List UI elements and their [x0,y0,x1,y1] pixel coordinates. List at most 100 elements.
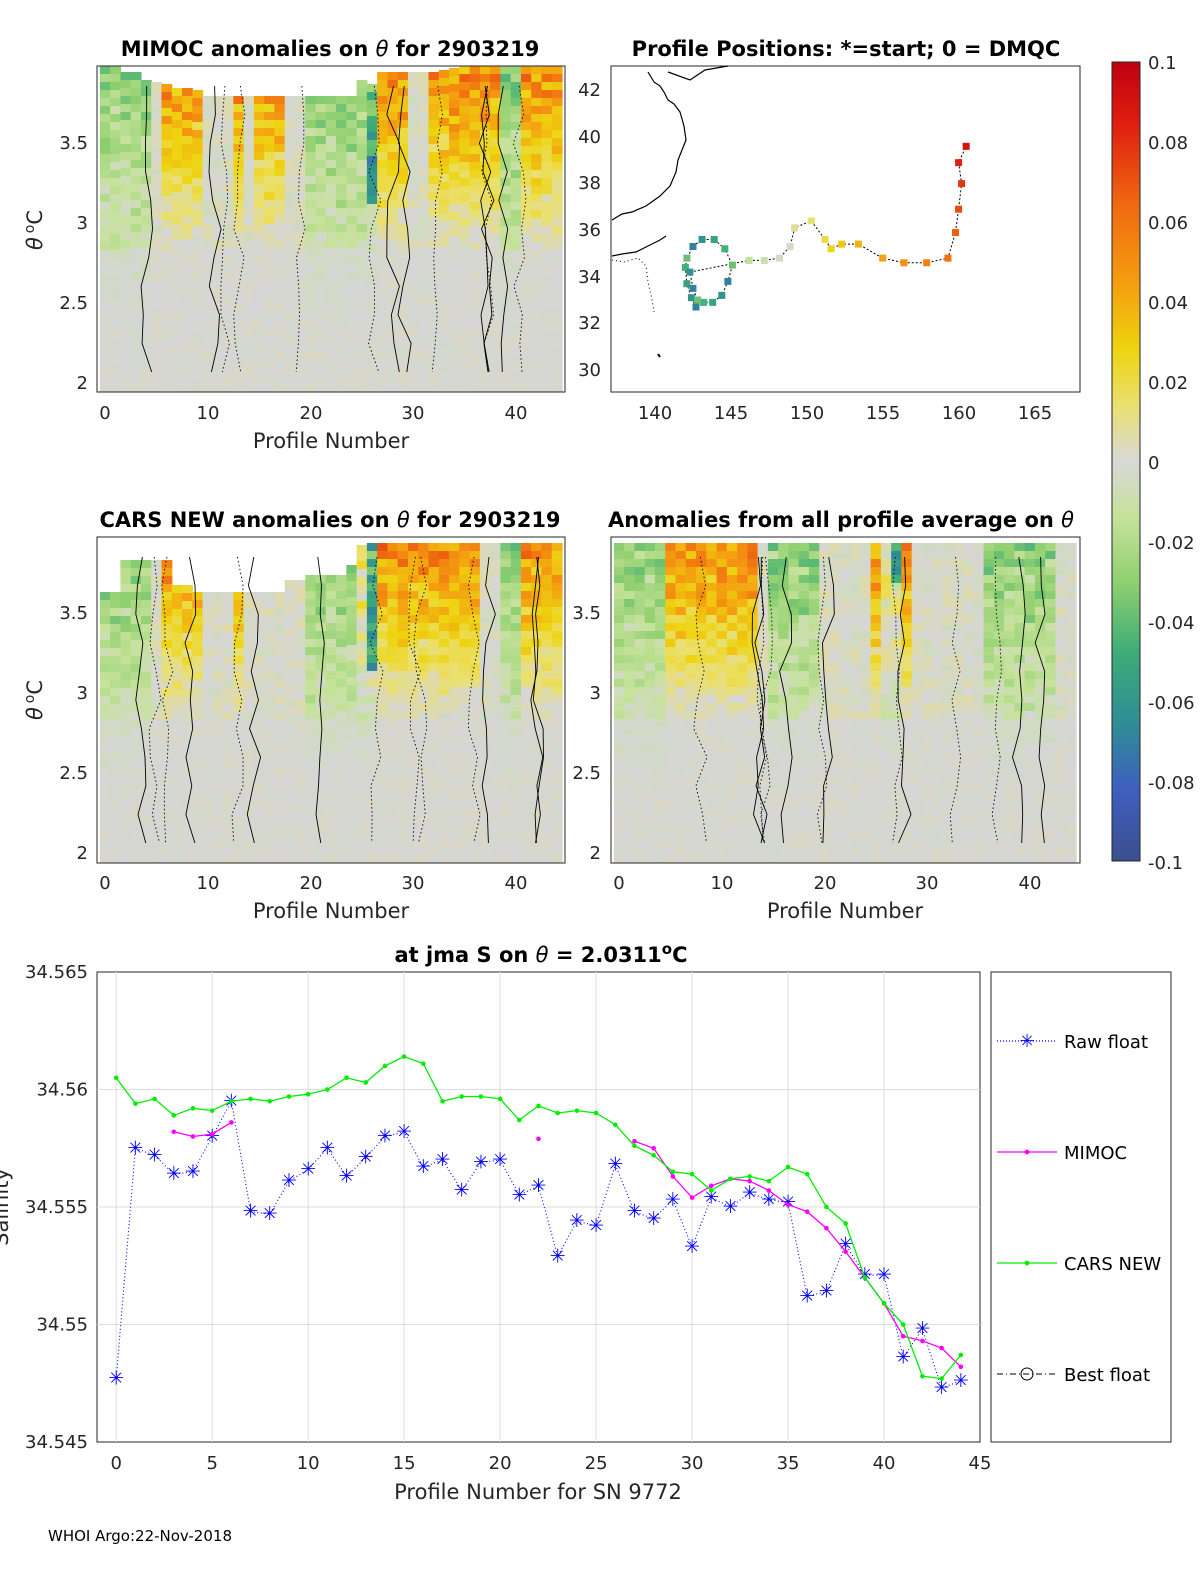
anomaly-cell [233,320,245,329]
anomaly-cell [479,186,491,195]
anomaly-cell [366,559,378,568]
anomaly-cell [346,645,358,654]
anomaly-cell [182,224,193,233]
anomaly-cell [274,216,286,225]
anomaly-cell [346,693,358,702]
anomaly-cell [182,721,193,730]
anomaly-cell [438,831,450,840]
anomaly-cell [665,559,677,568]
anomaly-cell [377,144,389,153]
anomaly-cell [469,799,481,808]
anomaly-cell [161,840,173,849]
anomaly-cell [479,106,491,115]
anomaly-cell [613,735,625,744]
anomaly-cell [880,719,892,728]
mimoc-xtick: 40 [505,403,528,424]
anomaly-cell [716,615,728,624]
anomaly-cell [418,104,430,113]
anomaly-cell [397,807,409,816]
cars-ytick: 3.5 [59,603,88,624]
anomaly-cell [654,655,666,664]
anomaly-cell [274,712,286,721]
anomaly-cell [130,792,142,801]
anomaly-cell [212,784,224,793]
anomaly-cell [212,176,224,185]
anomaly-cell [253,784,265,793]
anomaly-cell [716,719,728,728]
anomaly-cell [520,791,532,800]
profile-position-marker [879,254,887,262]
anomaly-cell [459,242,471,251]
anomaly-cell [171,809,183,818]
anomaly-cell [438,615,450,624]
anomaly-cell [171,152,183,161]
anomaly-cell [510,575,522,584]
anomaly-cell [233,800,245,809]
anomaly-cell [428,543,440,552]
anomaly-cell [305,240,317,249]
anomaly-cell [130,184,142,193]
anomaly-cell [921,855,933,863]
anomaly-cell [654,743,666,752]
anomaly-cell [479,807,491,816]
anomaly-cell [387,96,399,105]
anomaly-cell [140,384,152,392]
anomaly-cell [870,767,882,776]
anomaly-cell [151,592,163,601]
anomaly-cell [325,288,337,297]
anomaly-cell [634,687,646,696]
anomaly-cell [520,711,532,720]
anomaly-cell [675,735,687,744]
anomaly-cell [860,743,872,752]
anomaly-cell [274,720,286,729]
anomaly-cell [346,661,358,670]
anomaly-cell [798,743,810,752]
anomaly-cell [243,200,255,209]
anomaly-cell [654,727,666,736]
anomaly-cell [407,144,419,153]
anomaly-cell [407,304,419,313]
anomaly-cell [325,152,337,161]
anomaly-cell [171,633,183,642]
anomaly-cell [171,208,183,217]
anomaly-cell [479,290,491,299]
anomaly-cell [161,180,173,189]
anomaly-cell [377,655,389,664]
anomaly-cell [932,591,944,600]
anomaly-cell [696,671,707,680]
anomaly-cell [110,720,122,729]
anomaly-cell [140,632,152,641]
anomaly-cell [120,560,132,569]
anomaly-cell [469,735,481,744]
anomaly-cell [449,791,460,800]
anomaly-cell [685,815,697,824]
anomaly-cell [130,240,142,249]
anomaly-cell [264,312,276,321]
anomaly-cell [356,609,368,618]
anomaly-cell [407,807,419,816]
anomaly-cell [654,735,666,744]
anomaly-cell [212,608,224,617]
anomaly-cell [243,216,255,225]
anomaly-cell [161,108,173,117]
anomaly-cell [654,767,666,776]
anomaly-cell [675,711,687,720]
anomaly-cell [932,751,944,760]
anomaly-cell [212,272,224,281]
anomaly-cell [336,296,347,305]
anomaly-cell [151,114,163,123]
anomaly-cell [767,703,779,712]
anomaly-cell [808,599,820,608]
anomaly-cell [346,861,358,863]
anomaly-cell [325,368,337,377]
anomaly-cell [182,777,193,786]
anomaly-cell [624,695,636,704]
anomaly-cell [500,847,512,856]
anomaly-cell [243,224,255,233]
anomaly-cell [366,759,378,768]
anomaly-cell [284,740,296,749]
anomaly-cell [829,639,841,648]
profile-position-marker [900,259,908,267]
anomaly-cell [315,807,327,816]
anomaly-cell [110,792,122,801]
